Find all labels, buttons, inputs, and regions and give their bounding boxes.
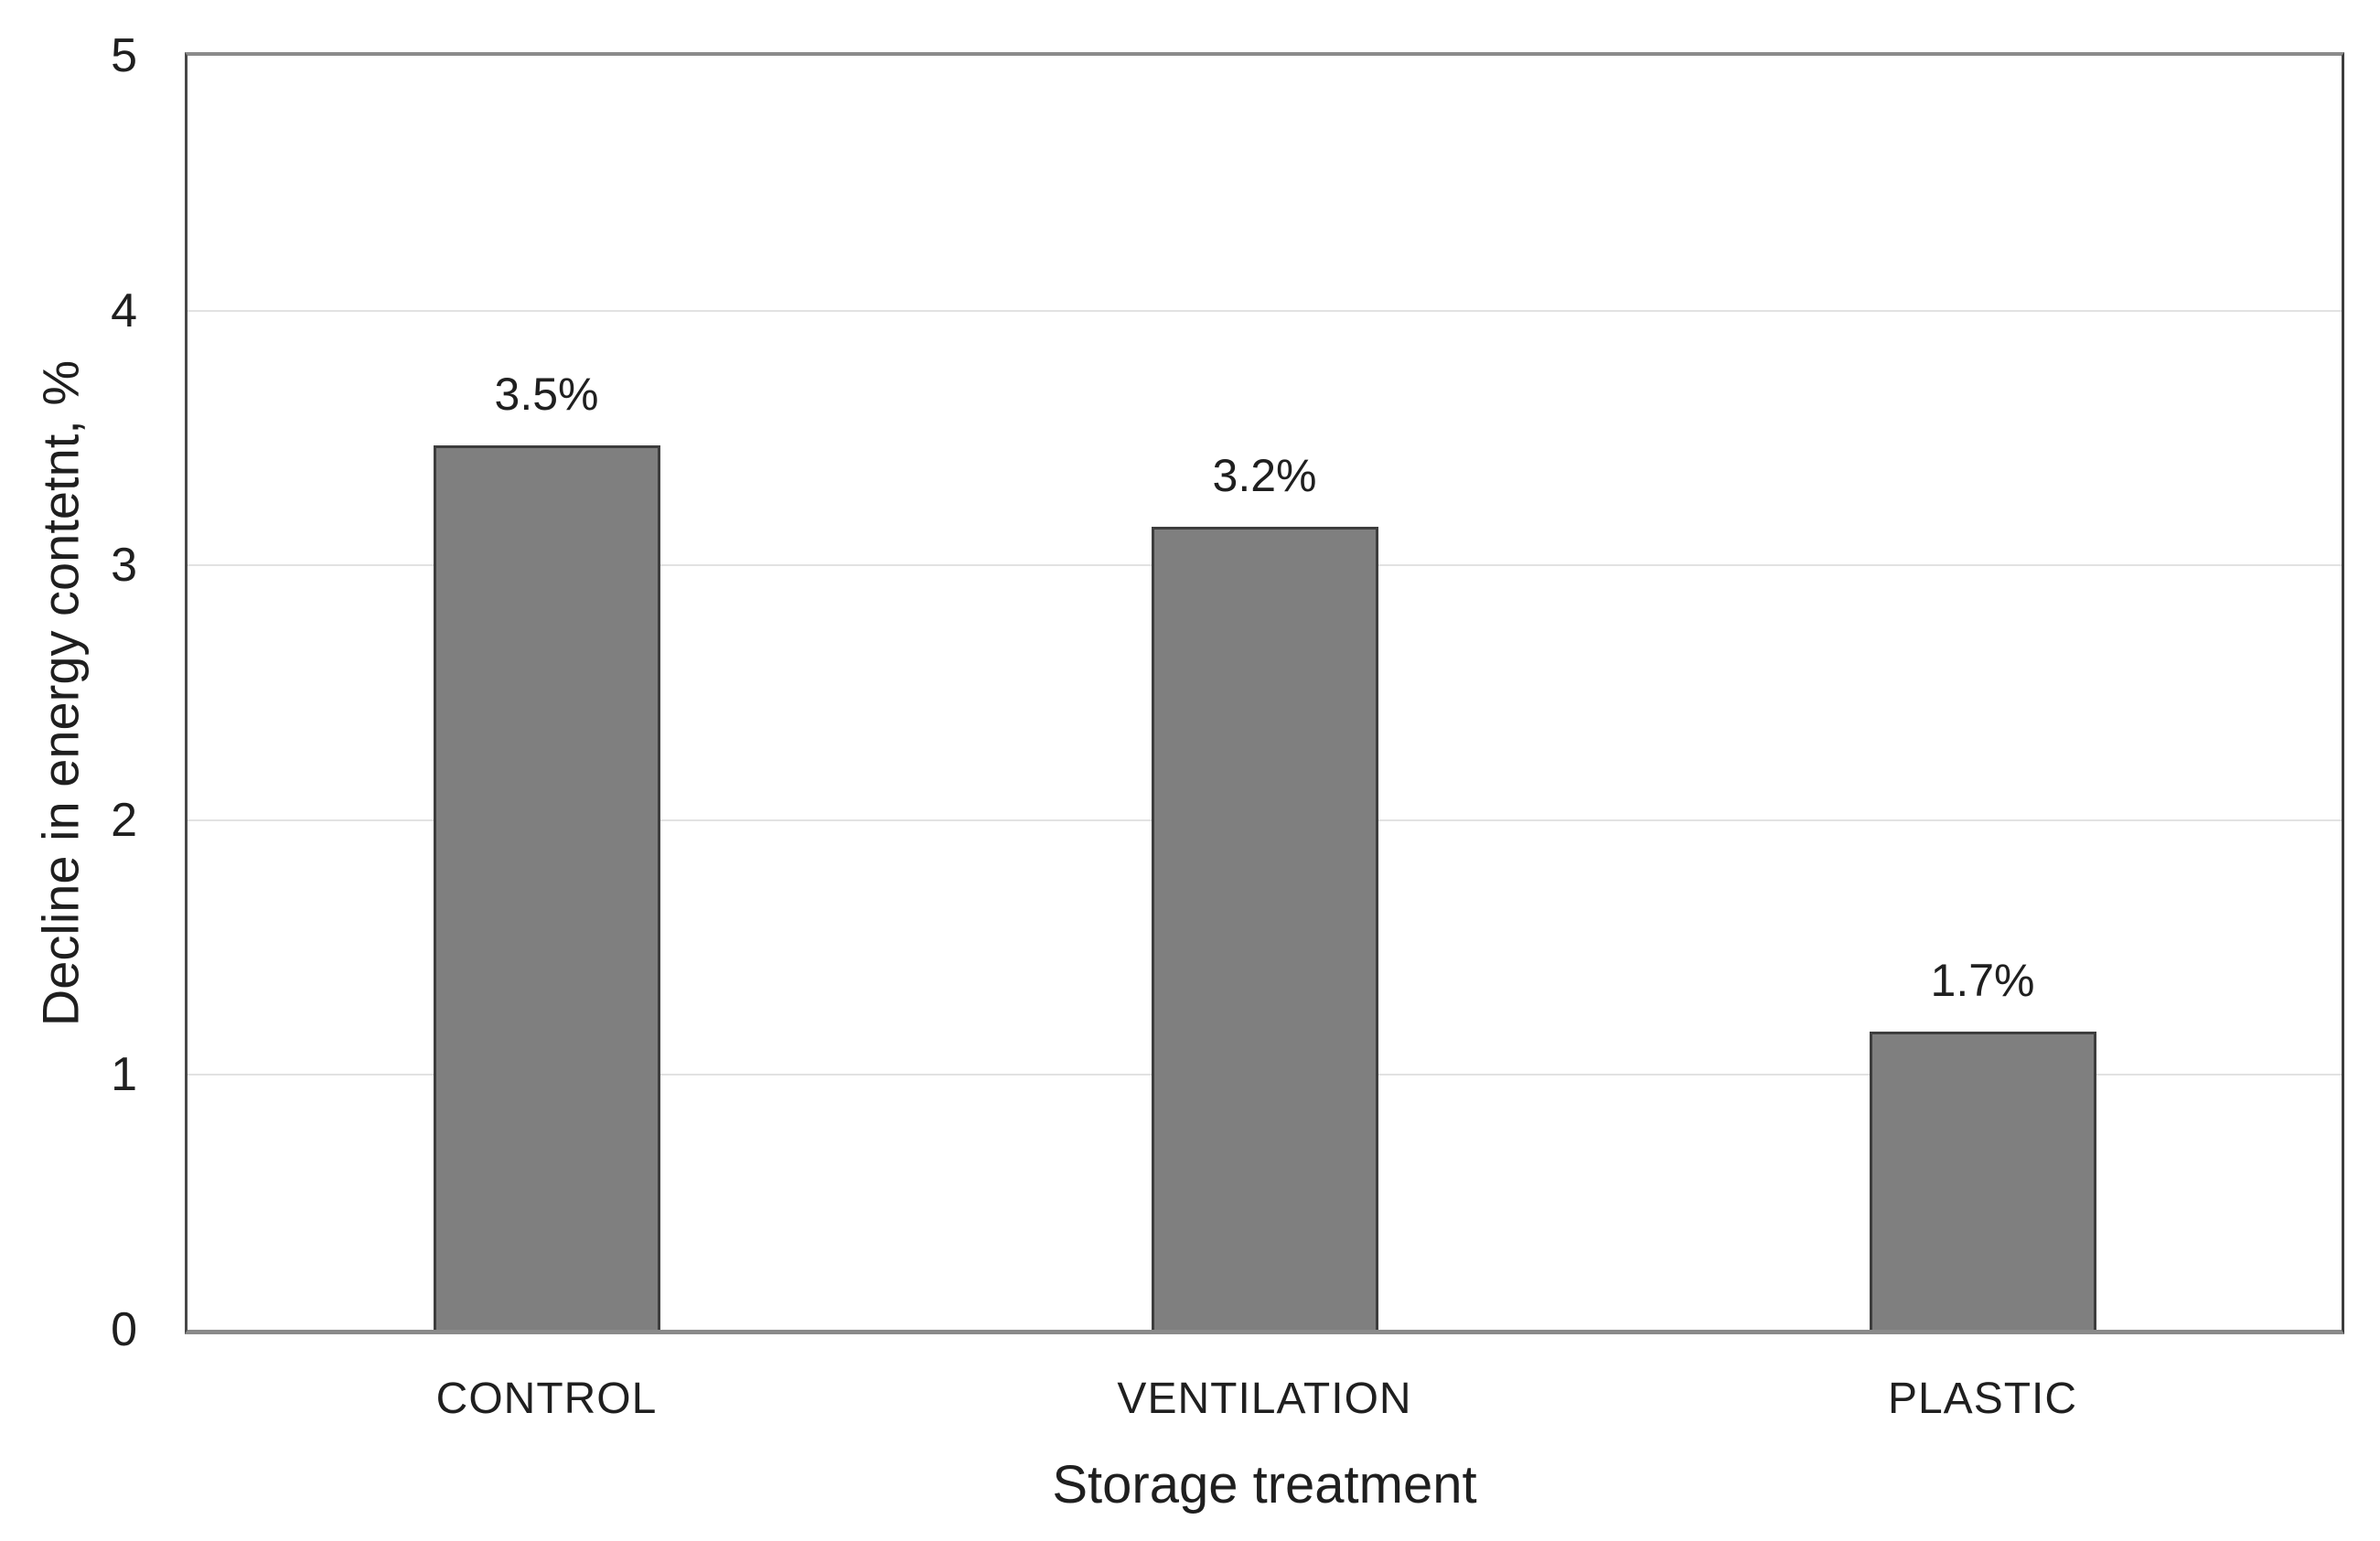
y-tick-label-1: 1 <box>111 1048 137 1102</box>
y-tick-label-3: 3 <box>111 539 137 593</box>
bar-plastic <box>1869 1032 2096 1330</box>
bar-value-label-ventilation: 3.2% <box>1212 450 1317 502</box>
bar-control <box>433 445 660 1330</box>
plot-area: 3.5% 3.2% 1.7% <box>185 52 2344 1334</box>
gridline-y-4 <box>188 309 2342 312</box>
x-axis-title: Storage treatment <box>1052 1455 1477 1514</box>
y-tick-label-4: 4 <box>111 284 137 337</box>
x-tick-label-plastic: PLASTIC <box>1887 1375 2078 1423</box>
y-tick-label-2: 2 <box>111 793 137 847</box>
x-tick-label-control: CONTROL <box>435 1375 658 1423</box>
y-tick-label-5: 5 <box>111 29 137 82</box>
bar-ventilation <box>1151 527 1378 1330</box>
x-tick-label-ventilation: VENTILATION <box>1117 1375 1412 1423</box>
bar-value-label-plastic: 1.7% <box>1930 955 2035 1007</box>
y-tick-label-0: 0 <box>111 1303 137 1356</box>
y-axis-title: Decline in energy contetnt, % <box>31 359 90 1027</box>
bar-value-label-control: 3.5% <box>494 369 599 421</box>
